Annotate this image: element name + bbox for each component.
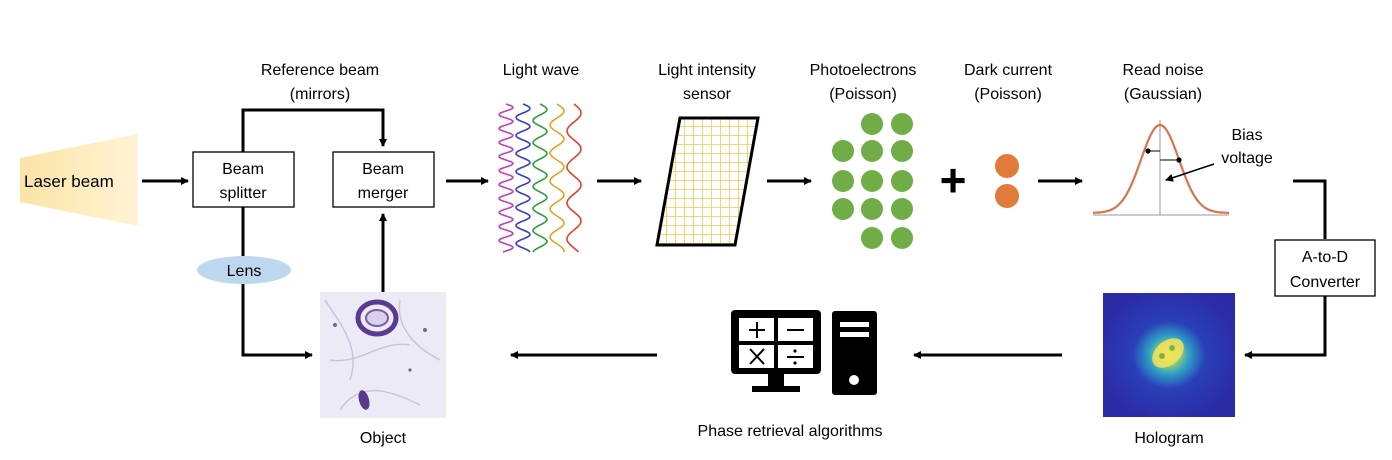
photoelectrons-label-1: Photoelectrons xyxy=(810,62,917,79)
lens: Lens xyxy=(197,256,291,284)
adc-label-1: A-to-D xyxy=(1302,249,1348,266)
reference-beam-label-2: (mirrors) xyxy=(290,86,350,103)
read-noise-label-2: (Gaussian) xyxy=(1124,86,1202,103)
beam-splitter: Beam splitter xyxy=(192,151,295,208)
sensor-label-2: sensor xyxy=(683,86,732,103)
arrow-noise-to-adc xyxy=(1293,179,1327,239)
adc-converter: A-to-D Converter xyxy=(1274,239,1376,297)
wave-line xyxy=(566,103,582,253)
laser-beam-label: Laser beam xyxy=(24,172,114,191)
laser-beam: Laser beam xyxy=(20,134,138,226)
wave-line xyxy=(515,103,531,253)
light-wave-label: Light wave xyxy=(503,62,580,79)
bias-voltage-label-1: Bias xyxy=(1231,127,1262,144)
arrow-adc-to-hologram xyxy=(1244,296,1327,359)
sensor-label-1: Light intensity xyxy=(658,62,756,79)
beam-splitter-label-2: splitter xyxy=(219,185,267,202)
phase-retrieval-label: Phase retrieval algorithms xyxy=(698,423,883,440)
wave-line xyxy=(498,103,514,253)
wave-line xyxy=(532,103,548,253)
beam-splitter-label-1: Beam xyxy=(222,161,264,178)
gaussian-curve-icon xyxy=(1093,120,1229,216)
object-label: Object xyxy=(360,430,407,447)
reference-beam-path xyxy=(241,108,387,152)
photoelectrons-label-2: (Poisson) xyxy=(829,86,897,103)
read-noise-label-1: Read noise xyxy=(1123,62,1204,79)
beam-merger-label-2: merger xyxy=(358,185,409,202)
adc-label-2: Converter xyxy=(1290,274,1361,291)
bias-voltage-label-2: voltage xyxy=(1221,150,1273,167)
hologram-label: Hologram xyxy=(1134,430,1203,447)
beam-merger: Beam merger xyxy=(332,151,435,208)
dark-current-label-2: (Poisson) xyxy=(974,86,1042,103)
reference-beam-label-1: Reference beam xyxy=(261,62,379,79)
dark-current-dots xyxy=(995,154,1019,208)
plus-sign: + xyxy=(940,154,967,206)
photoelectron-dots xyxy=(832,113,913,249)
grid-sensor-icon xyxy=(655,116,760,247)
wave-line xyxy=(549,103,565,253)
beam-merger-label-1: Beam xyxy=(362,161,404,178)
calculator-computer-icon xyxy=(731,310,877,395)
hologram-image xyxy=(1103,293,1235,417)
object-image xyxy=(320,292,446,418)
dark-current-label-1: Dark current xyxy=(964,62,1053,79)
sine-wave-icon xyxy=(498,103,582,253)
lens-label: Lens xyxy=(227,263,262,280)
